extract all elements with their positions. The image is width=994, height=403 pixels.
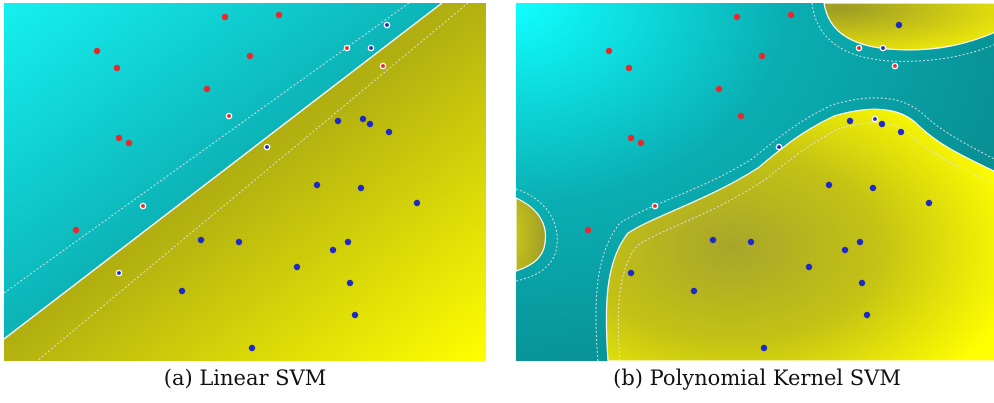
point-blue-7 [197, 236, 205, 244]
point-red-3 [625, 64, 633, 72]
point-blue-13 [690, 287, 698, 295]
point-blue-4 [825, 181, 833, 189]
point-blue-14 [627, 269, 635, 277]
point-red-8 [637, 139, 645, 147]
margin-line-outer [595, 97, 994, 361]
point-blue-0 [334, 117, 342, 125]
point-blue-9 [329, 246, 337, 254]
point-blue-3 [385, 128, 393, 136]
point-blue-3 [897, 128, 905, 136]
point-blue-5 [869, 184, 877, 192]
point-blue-0 [895, 21, 903, 29]
point-blue-9 [841, 246, 849, 254]
support-vector-red-1 [379, 62, 387, 70]
support-vector-red-2 [651, 202, 659, 210]
point-red-6 [737, 112, 745, 120]
point-blue-11 [805, 263, 813, 271]
point-blue-13 [178, 287, 186, 295]
support-vector-blue-0 [383, 21, 391, 29]
point-blue-5 [357, 184, 365, 192]
point-red-1 [275, 11, 283, 19]
support-vector-red-2 [225, 112, 233, 120]
point-blue-1 [359, 115, 367, 123]
point-red-7 [627, 134, 635, 142]
point-blue-6 [925, 199, 933, 207]
point-red-0 [221, 13, 229, 21]
caption-linear-svm: (a) Linear SVM [163, 366, 327, 390]
point-red-6 [115, 134, 123, 142]
support-vector-red-0 [855, 44, 863, 52]
data-points [72, 11, 421, 352]
support-vector-blue-1 [367, 44, 375, 52]
point-red-2 [605, 47, 613, 55]
point-blue-1 [846, 117, 854, 125]
support-vector-blue-3 [115, 269, 123, 277]
point-red-4 [246, 52, 254, 60]
point-red-2 [93, 47, 101, 55]
region-blue-class [4, 3, 486, 361]
point-red-3 [113, 64, 121, 72]
point-red-4 [758, 52, 766, 60]
region-blue-class-main [605, 108, 994, 361]
caption-polynomial-svm: (b) Polynomial Kernel SVM [613, 366, 901, 390]
region-blue-class-left [516, 197, 547, 272]
support-vector-red-3 [139, 202, 147, 210]
point-red-5 [203, 85, 211, 93]
point-blue-11 [293, 263, 301, 271]
chart-linear-svm: (a) Linear SVM [4, 0, 486, 403]
support-vector-blue-0 [879, 44, 887, 52]
point-blue-4 [313, 181, 321, 189]
point-blue-6 [413, 199, 421, 207]
point-blue-14 [351, 311, 359, 319]
decision-boundary [4, 3, 443, 340]
point-blue-15 [248, 344, 256, 352]
support-vector-red-0 [343, 44, 351, 52]
support-vector-blue-2 [263, 143, 271, 151]
margin-line-left [516, 188, 558, 282]
point-blue-12 [858, 279, 866, 287]
point-blue-7 [709, 236, 717, 244]
margin-line-lower [36, 3, 469, 361]
point-blue-12 [346, 279, 354, 287]
point-red-8 [72, 226, 80, 234]
plot-linear-svm [4, 3, 486, 361]
support-vector-blue-1 [871, 115, 879, 123]
point-red-9 [584, 226, 592, 234]
support-vector-red-1 [891, 62, 899, 70]
point-blue-10 [856, 238, 864, 246]
point-red-5 [715, 85, 723, 93]
point-blue-8 [747, 238, 755, 246]
margin-line-upper [4, 3, 410, 294]
point-blue-10 [344, 238, 352, 246]
point-red-1 [787, 11, 795, 19]
point-blue-16 [760, 344, 768, 352]
margin-line-inner [617, 122, 994, 361]
point-red-7 [125, 139, 133, 147]
point-red-0 [733, 13, 741, 21]
margin-line-top [811, 3, 994, 62]
data-points [584, 11, 933, 352]
chart-polynomial-svm: (b) Polynomial Kernel SVM [516, 0, 994, 403]
support-vector-blue-2 [775, 143, 783, 151]
point-blue-2 [366, 120, 374, 128]
point-blue-2 [878, 120, 886, 128]
plot-polynomial-svm [516, 3, 994, 361]
point-blue-15 [863, 311, 871, 319]
point-blue-8 [235, 238, 243, 246]
region-blue-class-top [823, 3, 994, 51]
